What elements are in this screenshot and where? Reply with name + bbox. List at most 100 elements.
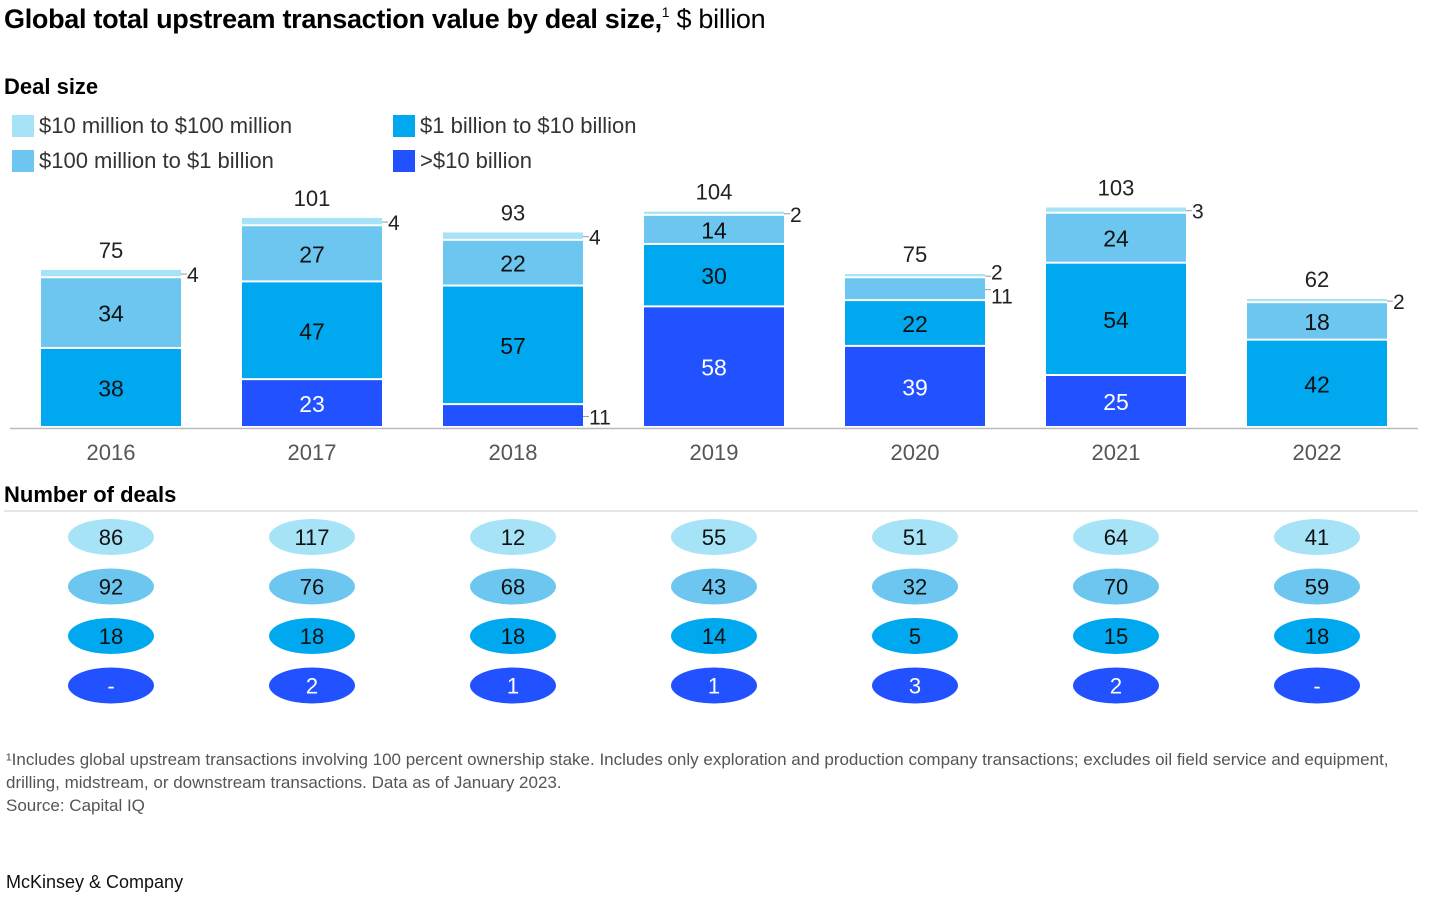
deal-count-label: 12: [501, 525, 525, 550]
deal-count-bubble: [671, 667, 757, 704]
segment-label: 22: [902, 311, 928, 337]
bar-segment: [644, 244, 784, 306]
legend-entry: $10 million to $100 million: [12, 113, 292, 139]
bar-segment: [1247, 340, 1387, 426]
deal-count-bubble: [872, 568, 958, 605]
title-footnote-marker: 1: [661, 4, 670, 20]
deal-count-label: 70: [1104, 575, 1128, 600]
deal-count-label: 18: [501, 624, 525, 649]
x-tick-label: 2020: [891, 440, 940, 465]
deal-count-bubble: [872, 618, 958, 654]
total-label: 62: [1305, 267, 1329, 292]
segment-label: 34: [98, 301, 124, 327]
segment-label: 4: [388, 212, 400, 235]
segment-label: 57: [500, 333, 526, 359]
bar-segment: [1046, 376, 1186, 426]
legend-label: $100 million to $1 billion: [39, 148, 274, 173]
deal-count-label: -: [107, 674, 114, 699]
deal-count-bubble: [269, 568, 355, 605]
deal-count-bubble: [68, 519, 154, 555]
x-tick-label: 2021: [1092, 440, 1141, 465]
deal-count-label: 86: [99, 525, 123, 550]
segment-label: 4: [589, 227, 601, 250]
bar-segment: [644, 215, 784, 243]
legend-label: >$10 billion: [420, 148, 532, 173]
bar-segment: [242, 226, 382, 281]
segment-label: 24: [1103, 226, 1129, 252]
deal-count-bubble: [1274, 519, 1360, 555]
bar-segment: [1046, 263, 1186, 374]
deal-count-label: 43: [702, 575, 726, 600]
deal-count-label: 92: [99, 575, 123, 600]
segment-label: 11: [991, 286, 1013, 309]
deal-count-bubble: [470, 568, 556, 605]
deal-count-label: 5: [909, 624, 921, 649]
deal-count-label: 1: [708, 674, 720, 699]
deal-count-bubble: [1274, 618, 1360, 654]
deal-count-label: 2: [1110, 674, 1122, 699]
segment-label: 42: [1304, 371, 1330, 397]
deal-count-bubble: [470, 519, 556, 555]
legend-swatch: [393, 150, 415, 172]
bar-segment: [242, 282, 382, 379]
deal-count-bubble: [1274, 667, 1360, 704]
bar-segment: [1247, 299, 1387, 302]
bar-segment: [1247, 303, 1387, 339]
title-unit: $ billion: [676, 4, 766, 34]
deal-count-label: 14: [702, 624, 726, 649]
total-label: 103: [1098, 176, 1135, 201]
deal-count-bubble: [1073, 568, 1159, 605]
bar-segment: [443, 405, 583, 426]
chart-title: Global total upstream transaction value …: [4, 4, 766, 35]
bar-segment: [1046, 213, 1186, 262]
segment-label: 38: [98, 375, 124, 401]
deal-count-label: 59: [1305, 575, 1329, 600]
total-label: 101: [294, 186, 331, 211]
deal-count-label: 32: [903, 575, 927, 600]
segment-label: 23: [299, 391, 325, 417]
bar-segment: [443, 286, 583, 404]
x-tick-label: 2017: [288, 440, 337, 465]
deal-count-bubble: [872, 519, 958, 555]
deal-count-label: 117: [294, 525, 329, 550]
deal-count-label: -: [1313, 674, 1320, 699]
segment-label: 3: [1192, 201, 1204, 224]
segment-label: 30: [701, 263, 727, 289]
bar-segment: [845, 301, 985, 345]
bar-segment: [1046, 207, 1186, 212]
deal-count-bubble: [1073, 618, 1159, 654]
deal-count-label: 1: [507, 674, 519, 699]
footnote: ¹Includes global upstream transactions i…: [6, 748, 1426, 817]
segment-label: 54: [1103, 307, 1129, 333]
bar-segment: [644, 211, 784, 214]
deal-count-label: 15: [1104, 624, 1128, 649]
segment-label: 18: [1304, 309, 1330, 335]
deal-count-bubble: [1073, 667, 1159, 704]
legend-swatch: [12, 115, 34, 137]
bar-segment: [41, 278, 181, 347]
total-label: 75: [903, 242, 927, 267]
deal-count-bubble: [1274, 568, 1360, 605]
bar-segment: [443, 232, 583, 239]
title-main: Global total upstream transaction value …: [4, 4, 662, 34]
source-text: Source: Capital IQ: [6, 796, 145, 815]
segment-label: 4: [187, 264, 199, 287]
deal-count-label: 18: [99, 624, 123, 649]
legend-label: $10 million to $100 million: [39, 113, 293, 138]
deal-count-bubble: [1073, 519, 1159, 555]
segment-label: 22: [500, 251, 526, 277]
x-tick-label: 2019: [690, 440, 739, 465]
deal-count-label: 51: [903, 525, 927, 550]
segment-label: 2: [991, 262, 1003, 285]
segment-label: 11: [589, 407, 611, 430]
deal-count-label: 3: [909, 674, 921, 699]
legend-swatch: [12, 150, 34, 172]
deal-count-bubble: [269, 667, 355, 704]
legend-entry: $1 billion to $10 billion: [393, 113, 637, 139]
segment-label: 47: [299, 318, 325, 344]
brand-logo-text: McKinsey & Company: [6, 872, 184, 892]
legend-title: Deal size: [4, 74, 99, 99]
deal-count-label: 64: [1104, 525, 1128, 550]
segment-label: 14: [701, 217, 727, 243]
